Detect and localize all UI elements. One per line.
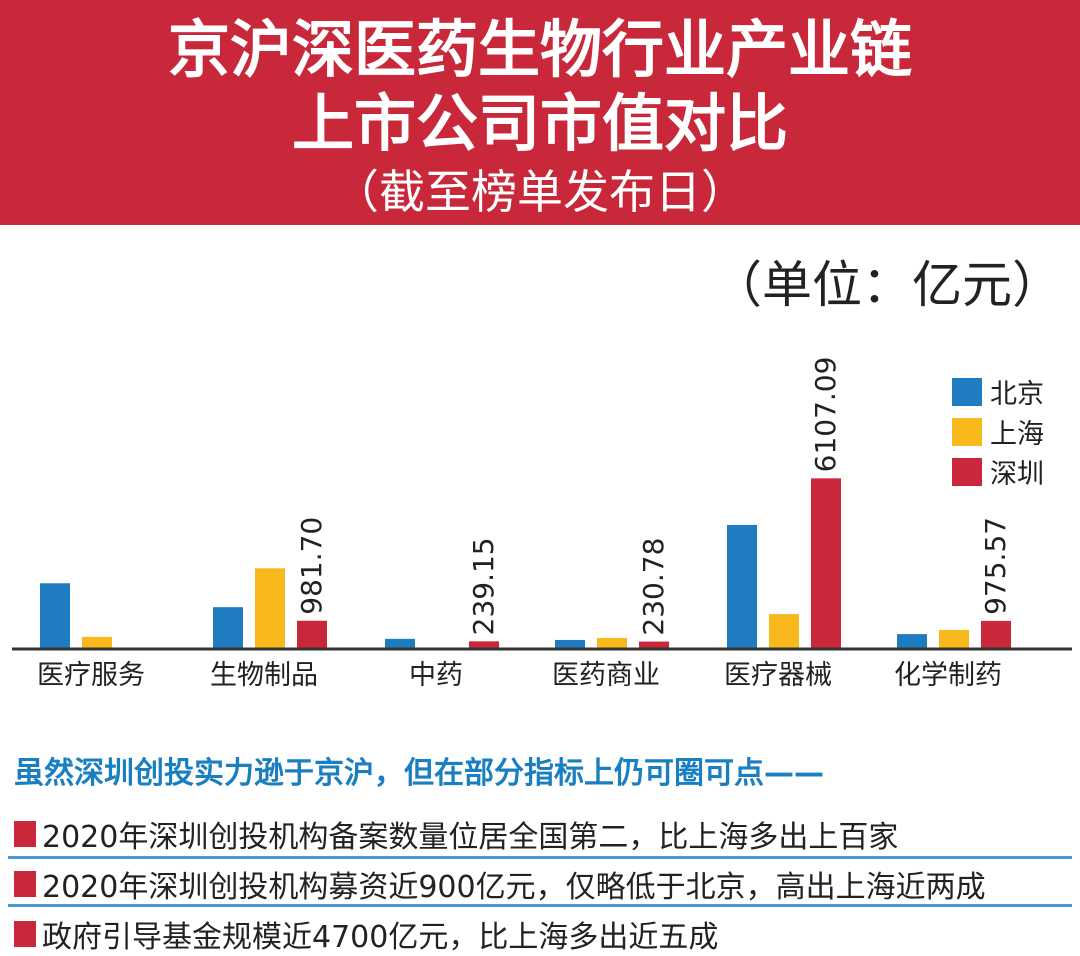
fact-text: 2020年深圳创投机构募资近900亿元，仅略低于北京，高出上海近两成 <box>42 870 986 905</box>
bullet-square-icon <box>14 871 36 897</box>
bar-深圳-化学制药 <box>981 620 1011 648</box>
legend-label: 北京 <box>990 379 1044 410</box>
title-banner: 京沪深医药生物行业产业链 上市公司市值对比 （截至榜单发布日） <box>0 0 1080 225</box>
data-label: 981.70 <box>295 517 328 615</box>
data-label: 239.15 <box>467 537 500 635</box>
title-line-2: 上市公司市值对比 <box>291 87 788 160</box>
legend-swatch <box>952 458 982 486</box>
fact-item: 政府引导基金规模近4700亿元，比上海多出近五成 <box>14 912 718 956</box>
divider <box>8 904 1072 907</box>
fact-text: 2020年深圳创投机构备案数量位居全国第二，比上海多出上百家 <box>42 820 899 855</box>
bar-深圳-医疗器械 <box>811 478 841 648</box>
category-label: 中药 <box>409 660 463 691</box>
bar-深圳-生物制品 <box>297 620 327 648</box>
legend-label: 深圳 <box>990 459 1044 490</box>
title-line-1: 京沪深医药生物行业产业链 <box>167 13 912 86</box>
subtitle: 虽然深圳创投实力逊于京沪，但在部分指标上仍可圈可点—— <box>14 756 824 791</box>
bar-上海-医疗器械 <box>769 614 799 648</box>
bar-北京-医疗器械 <box>727 524 757 648</box>
bar-北京-化学制药 <box>897 634 927 648</box>
legend-label: 上海 <box>990 419 1044 450</box>
bullet-square-icon <box>14 821 36 847</box>
bar-上海-医疗服务 <box>82 636 112 648</box>
bar-上海-生物制品 <box>255 568 285 648</box>
data-label: 230.78 <box>637 538 670 636</box>
category-label: 医药商业 <box>552 660 660 691</box>
fact-item: 2020年深圳创投机构备案数量位居全国第二，比上海多出上百家 <box>14 812 898 856</box>
bullet-square-icon <box>14 921 36 947</box>
unit-label: （单位：亿元） <box>712 256 1062 314</box>
category-label: 医疗服务 <box>37 660 145 691</box>
bar-北京-中药 <box>385 638 415 648</box>
bar-北京-医疗服务 <box>40 583 70 648</box>
bar-北京-医药商业 <box>555 639 585 648</box>
legend-swatch <box>952 418 982 446</box>
category-label: 医疗器械 <box>724 660 832 691</box>
data-label: 6107.09 <box>809 357 842 473</box>
bar-深圳-中药 <box>469 641 499 648</box>
bar-深圳-医药商业 <box>639 641 669 648</box>
bar-北京-生物制品 <box>213 607 243 648</box>
fact-text: 政府引导基金规模近4700亿元，比上海多出近五成 <box>42 920 719 955</box>
data-label: 975.57 <box>979 517 1012 615</box>
title-line-3: （截至榜单发布日） <box>333 165 747 219</box>
category-label: 生物制品 <box>210 660 318 691</box>
divider <box>8 856 1072 859</box>
legend-swatch <box>952 378 982 406</box>
bar-上海-化学制药 <box>939 629 969 648</box>
category-label: 化学制药 <box>894 660 1002 691</box>
bar-上海-医药商业 <box>597 638 627 648</box>
fact-item: 2020年深圳创投机构募资近900亿元，仅略低于北京，高出上海近两成 <box>14 862 986 906</box>
